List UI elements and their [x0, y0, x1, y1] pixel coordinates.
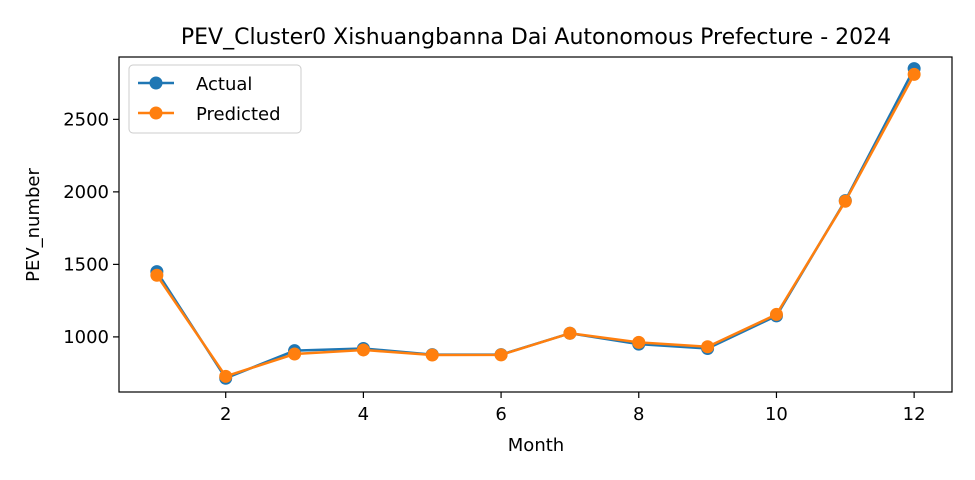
plot-frame	[118, 56, 953, 393]
data-point-predicted-7	[563, 326, 577, 340]
series-group	[150, 62, 921, 385]
data-point-predicted-10	[769, 307, 783, 321]
y-tick-label-1000: 1000	[63, 327, 109, 348]
data-point-predicted-3	[288, 347, 302, 361]
legend-marker-predicted	[149, 106, 163, 120]
data-point-predicted-1	[150, 268, 164, 282]
x-axis-label: Month	[508, 435, 564, 456]
data-point-predicted-12	[907, 67, 921, 81]
x-tick-label-2: 2	[220, 404, 231, 425]
data-point-predicted-8	[632, 335, 646, 349]
y-axis-label: PEV_number	[23, 168, 44, 282]
chart-title: PEV_Cluster0 Xishuangbanna Dai Autonomou…	[181, 25, 891, 50]
y-tick-label-1500: 1500	[63, 254, 109, 275]
x-tick-label-6: 6	[495, 404, 506, 425]
x-tick-label-4: 4	[358, 404, 369, 425]
legend-marker-actual	[149, 76, 163, 90]
data-point-predicted-4	[356, 343, 370, 357]
x-tick-label-8: 8	[633, 404, 644, 425]
data-point-predicted-11	[838, 194, 852, 208]
y-tick-label-2000: 2000	[63, 182, 109, 203]
legend-label-predicted: Predicted	[196, 104, 281, 125]
data-point-predicted-9	[701, 340, 715, 354]
data-point-predicted-6	[494, 348, 508, 362]
axis-ticks: 2 4 6 8 10 12 1000 1500 2000 2500	[63, 109, 925, 425]
series-predicted	[150, 67, 921, 383]
legend: Actual Predicted	[128, 64, 302, 134]
data-point-predicted-2	[219, 369, 233, 383]
series-line-predicted	[155, 73, 916, 378]
data-point-predicted-5	[425, 348, 439, 362]
legend-label-actual: Actual	[196, 74, 252, 95]
y-tick-label-2500: 2500	[63, 109, 109, 130]
x-tick-label-10: 10	[765, 404, 788, 425]
x-tick-label-12: 12	[903, 404, 926, 425]
